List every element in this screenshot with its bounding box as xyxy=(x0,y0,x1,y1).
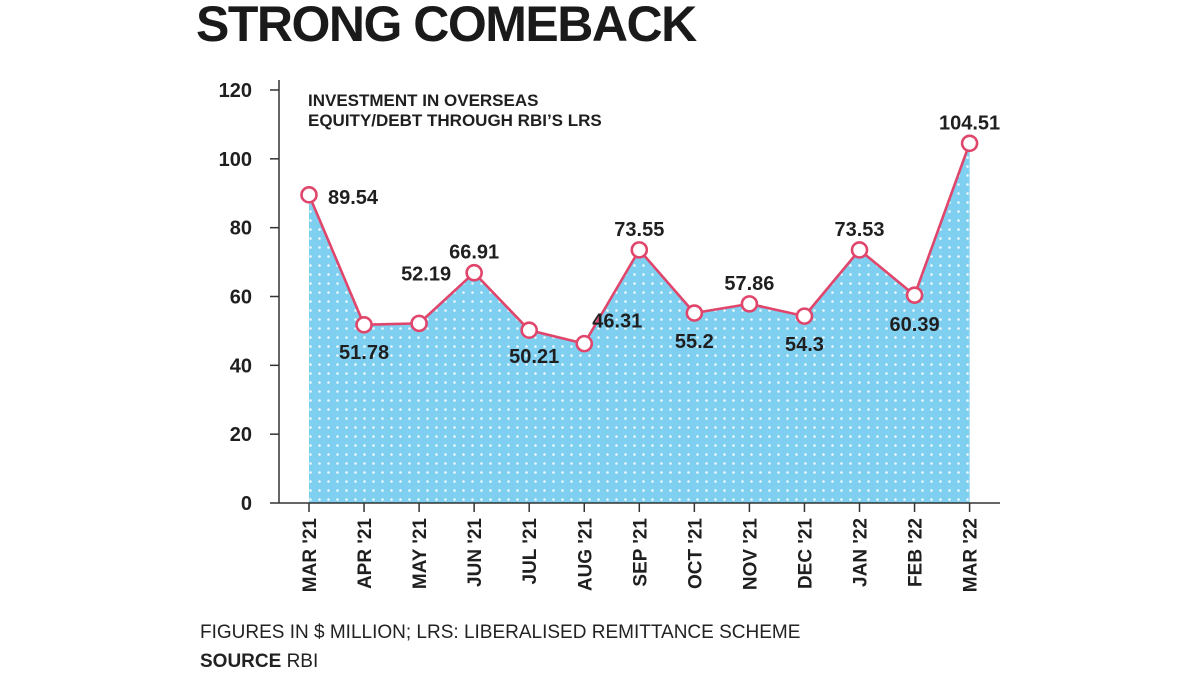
data-point-marker xyxy=(465,263,483,282)
y-tick-label: 100 xyxy=(219,149,252,171)
data-label: 73.53 xyxy=(834,219,884,241)
data-point-marker xyxy=(795,307,814,325)
x-tick-label: FEB '22 xyxy=(906,518,927,587)
data-point-marker xyxy=(575,334,594,353)
x-tick-label: AUG '21 xyxy=(575,518,596,592)
y-tick-label: 120 xyxy=(219,80,252,102)
figures-note: FIGURES IN $ MILLION; LRS: LIBERALISED R… xyxy=(200,622,801,643)
y-tick-label: 0 xyxy=(241,493,252,515)
x-tick-label: DEC '21 xyxy=(795,518,816,589)
x-tick-label: MAR '21 xyxy=(300,518,321,593)
source-line: SOURCE RBI xyxy=(200,651,318,673)
chart-headline: STRONG COMEBACK xyxy=(196,0,697,52)
x-tick-label: MAR '22 xyxy=(961,518,982,592)
data-label: 89.54 xyxy=(328,187,379,209)
y-tick-label: 20 xyxy=(230,424,252,446)
x-tick-label: NOV '21 xyxy=(740,518,761,591)
data-point-marker xyxy=(850,241,869,259)
y-tick-label: 80 xyxy=(230,218,252,240)
data-point-marker xyxy=(300,186,318,204)
data-point-marker xyxy=(905,286,924,304)
chart-subtitle-line: INVESTMENT IN OVERSEAS xyxy=(308,91,538,110)
x-tick-label: JUL '21 xyxy=(520,518,541,585)
x-tick-label: JUN '21 xyxy=(465,518,486,587)
data-label: 46.31 xyxy=(592,311,642,333)
x-tick-label: APR '21 xyxy=(355,518,376,589)
data-label: 60.39 xyxy=(890,314,940,336)
data-point-marker xyxy=(630,241,649,259)
data-label: 50.21 xyxy=(509,346,559,368)
data-label: 51.78 xyxy=(339,342,389,364)
data-point-marker xyxy=(960,134,979,153)
data-point-marker xyxy=(740,295,759,313)
data-label: 104.51 xyxy=(939,112,1000,134)
x-tick-label: SEP '21 xyxy=(630,518,651,587)
x-tick-label: OCT '21 xyxy=(685,518,706,589)
data-label: 54.3 xyxy=(785,334,824,356)
x-tick-label: MAY '21 xyxy=(410,518,431,589)
area-dot-texture xyxy=(309,143,970,504)
source-value: RBI xyxy=(286,651,319,672)
chart-plot: 0 20 40 60 80 100 120 MAR '21 APR '21 MAY '21 JUN … xyxy=(219,80,1000,593)
data-label: 73.55 xyxy=(614,219,664,241)
y-tick-label: 40 xyxy=(230,355,252,377)
data-label: 55.2 xyxy=(675,331,714,353)
y-tick-label: 60 xyxy=(230,287,252,309)
data-point-marker xyxy=(410,314,428,333)
data-label: 66.91 xyxy=(449,242,499,264)
x-tick-label: JAN '22 xyxy=(851,518,872,587)
chart-subtitle-line: EQUITY/DEBT THROUGH RBI’S LRS xyxy=(308,111,602,130)
data-point-marker xyxy=(685,304,704,322)
data-point-marker xyxy=(520,321,539,339)
data-label: 57.86 xyxy=(724,273,774,295)
data-point-marker xyxy=(355,315,373,334)
source-label: SOURCE xyxy=(200,651,282,672)
data-label: 52.19 xyxy=(401,263,451,285)
